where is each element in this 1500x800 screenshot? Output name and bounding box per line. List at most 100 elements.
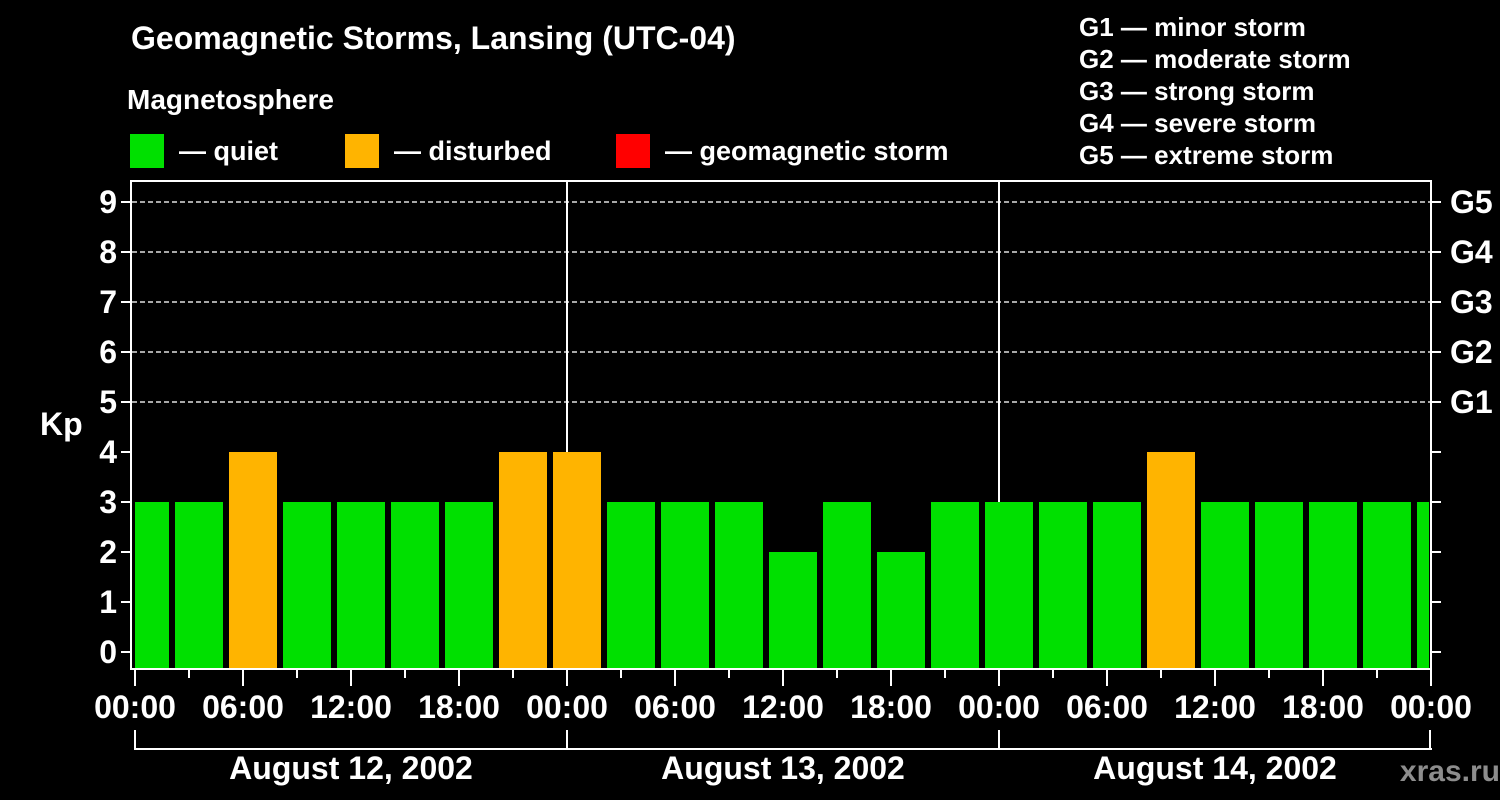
time-label: 00:00 <box>526 689 608 725</box>
x-axis-tick <box>1268 670 1270 678</box>
x-axis-tick <box>782 670 784 686</box>
kp-bar <box>336 501 385 668</box>
x-axis-tick <box>566 670 568 686</box>
x-axis-tick <box>728 670 730 678</box>
y-axis-label: 2 <box>99 533 117 570</box>
day-axis-tick <box>566 730 568 750</box>
kp-bar <box>822 501 871 668</box>
kp-bar <box>660 501 709 668</box>
x-axis-tick <box>512 670 514 678</box>
y-axis-label: 5 <box>99 383 117 420</box>
g-scale-legend-line-g4: G4 — severe storm <box>1079 108 1317 138</box>
y-axis-tick-left <box>121 350 130 353</box>
gridline-kp6 <box>132 350 1430 353</box>
time-label: 06:00 <box>634 689 716 725</box>
kp-bar <box>1200 501 1249 668</box>
y-axis-tick-left <box>121 450 130 453</box>
time-label: 18:00 <box>418 689 500 725</box>
y-axis-tick-left <box>121 250 130 253</box>
y-axis-label: 7 <box>99 283 117 320</box>
kp-bar <box>606 501 655 668</box>
chart-subtitle: Magnetosphere <box>127 84 334 115</box>
kp-bar <box>552 451 601 668</box>
time-label: 00:00 <box>1390 689 1472 725</box>
x-axis-tick <box>836 670 838 678</box>
disturbed-legend-swatch <box>345 134 379 168</box>
x-axis-tick <box>404 670 406 678</box>
y-axis-label: 3 <box>99 483 117 520</box>
day-label: August 14, 2002 <box>1093 750 1337 786</box>
y-axis-label: 8 <box>99 233 117 270</box>
g-scale-legend-line-g1: G1 — minor storm <box>1079 12 1306 42</box>
quiet-legend-swatch <box>130 134 164 168</box>
g-level-label: G5 <box>1450 183 1493 220</box>
day-label: August 12, 2002 <box>229 750 473 786</box>
x-axis-tick <box>998 670 1000 686</box>
g-scale-legend-line-g5: G5 — extreme storm <box>1079 140 1334 170</box>
gridline-kp5 <box>132 400 1430 403</box>
kp-bar <box>1308 501 1357 668</box>
y-axis-tick-right <box>1432 650 1441 653</box>
time-label: 18:00 <box>850 689 932 725</box>
time-label: 06:00 <box>1066 689 1148 725</box>
day-axis-tick <box>998 730 1000 750</box>
gridline-kp9 <box>132 200 1430 203</box>
kp-axis-title: Kp <box>40 406 83 442</box>
x-axis-tick <box>134 670 136 686</box>
y-axis-tick-right <box>1432 350 1441 353</box>
kp-bar <box>135 501 169 668</box>
kp-bar <box>768 551 817 668</box>
x-axis-tick <box>296 670 298 678</box>
day-axis-tick <box>134 730 136 750</box>
y-axis-label: 1 <box>99 583 117 620</box>
kp-bar <box>1038 501 1087 668</box>
kp-bar <box>390 501 439 668</box>
storm-legend-swatch <box>616 134 650 168</box>
g-scale-legend-line-g2: G2 — moderate storm <box>1079 44 1351 74</box>
x-axis-tick <box>458 670 460 686</box>
x-axis-tick <box>1214 670 1216 686</box>
kp-bar <box>444 501 493 668</box>
kp-bar <box>984 501 1033 668</box>
kp-bar <box>1146 451 1195 668</box>
kp-bar <box>1092 501 1141 668</box>
x-axis-tick <box>242 670 244 686</box>
y-axis-tick-left <box>121 500 130 503</box>
g-level-label: G2 <box>1450 333 1493 370</box>
y-axis-tick-right <box>1432 300 1441 303</box>
time-label: 12:00 <box>310 689 392 725</box>
day-separator-line <box>566 182 568 668</box>
x-axis-tick <box>674 670 676 686</box>
y-axis-tick-left <box>121 650 130 653</box>
day-label: August 13, 2002 <box>661 750 905 786</box>
g-level-label: G4 <box>1450 233 1493 270</box>
y-axis-tick-right <box>1432 550 1441 553</box>
y-axis-label: 6 <box>99 333 117 370</box>
y-axis-tick-left <box>121 200 130 203</box>
y-axis-tick-left <box>121 550 130 553</box>
day-separator-line <box>998 182 1000 668</box>
y-axis-tick-right <box>1432 450 1441 453</box>
g-scale-legend-line-g3: G3 — strong storm <box>1079 76 1315 106</box>
time-label: 18:00 <box>1282 689 1364 725</box>
kp-bar <box>1416 501 1429 668</box>
x-axis-tick <box>1052 670 1054 678</box>
kp-bar <box>1362 501 1411 668</box>
x-axis-tick <box>350 670 352 686</box>
kp-bar <box>174 501 223 668</box>
y-axis-tick-left <box>121 600 130 603</box>
x-axis-tick <box>944 670 946 678</box>
x-axis-tick <box>620 670 622 678</box>
kp-bar <box>1254 501 1303 668</box>
x-axis-tick <box>1322 670 1324 686</box>
y-axis-tick-right <box>1432 250 1441 253</box>
kp-bar <box>930 501 979 668</box>
y-axis-tick-right <box>1432 500 1441 503</box>
kp-bar <box>498 451 547 668</box>
x-axis-tick <box>1430 670 1432 686</box>
g-level-label: G1 <box>1450 383 1493 420</box>
gridline-kp8 <box>132 250 1430 253</box>
time-label: 00:00 <box>958 689 1040 725</box>
kp-bar <box>876 551 925 668</box>
x-axis-tick <box>1376 670 1378 678</box>
